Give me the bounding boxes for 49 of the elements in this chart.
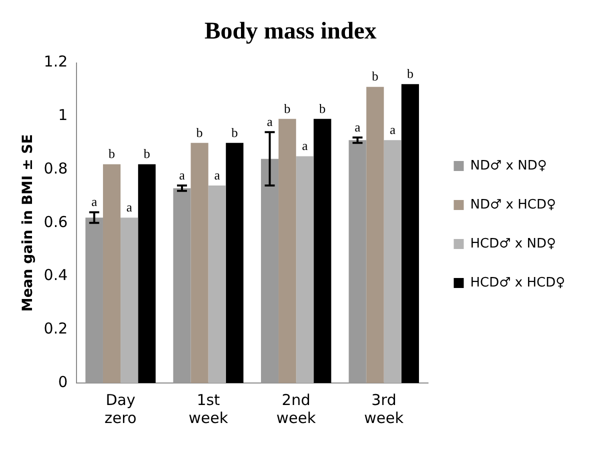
- bar: [85, 218, 103, 383]
- bar: [226, 142, 244, 383]
- data-label: a: [214, 167, 220, 182]
- y-tick-label: 0.8: [44, 159, 68, 178]
- data-label: a: [302, 138, 308, 154]
- y-axis-title: Mean gain in BMI ± SE: [20, 134, 36, 312]
- y-tick-label: 0: [58, 372, 68, 391]
- legend-label: HCD♂ x HCD♀: [470, 275, 566, 290]
- x-tick-label: 2nd week: [276, 390, 316, 427]
- bar: [120, 218, 138, 383]
- data-label: b: [284, 100, 291, 116]
- x-tick-label: Day zero: [104, 390, 137, 427]
- bar: [314, 118, 332, 383]
- bar: [401, 84, 419, 383]
- bar: [348, 140, 366, 383]
- x-tick-label: 1st week: [188, 390, 228, 427]
- data-label: b: [319, 100, 326, 116]
- y-tick-label: 0.6: [44, 212, 68, 231]
- data-label: a: [126, 199, 132, 214]
- data-label: b: [406, 66, 414, 82]
- data-label: b: [231, 124, 238, 140]
- data-label: a: [266, 114, 273, 130]
- y-tick-label: 1.2: [44, 52, 68, 71]
- bar: [190, 142, 208, 383]
- bar: [260, 158, 279, 383]
- y-tick-label: 0.4: [44, 266, 68, 284]
- legend-label: ND♂ x ND♀: [470, 158, 547, 174]
- data-label: b: [196, 124, 203, 140]
- data-label: a: [390, 122, 396, 138]
- bar: [208, 186, 226, 383]
- bar: [278, 118, 296, 383]
- bar: [384, 140, 402, 383]
- data-label: b: [144, 146, 150, 162]
- y-tick-label: 1: [58, 106, 68, 124]
- legend-label: ND♂ x HCD♀: [470, 197, 556, 212]
- bar: [138, 164, 156, 383]
- bar: [366, 86, 384, 383]
- data-label: a: [91, 194, 98, 210]
- data-label: a: [179, 167, 186, 182]
- y-tick-label: 0.2: [44, 320, 68, 338]
- data-label: a: [354, 119, 361, 134]
- bar: [173, 188, 191, 383]
- data-label: b: [372, 68, 378, 84]
- bar: [102, 164, 121, 383]
- chart-title: Body mass index: [204, 18, 377, 45]
- data-label: b: [108, 146, 116, 162]
- bar: [296, 156, 314, 383]
- legend-label: HCD♂ x ND♀: [470, 236, 556, 252]
- x-tick-label: 3rd week: [364, 390, 404, 427]
